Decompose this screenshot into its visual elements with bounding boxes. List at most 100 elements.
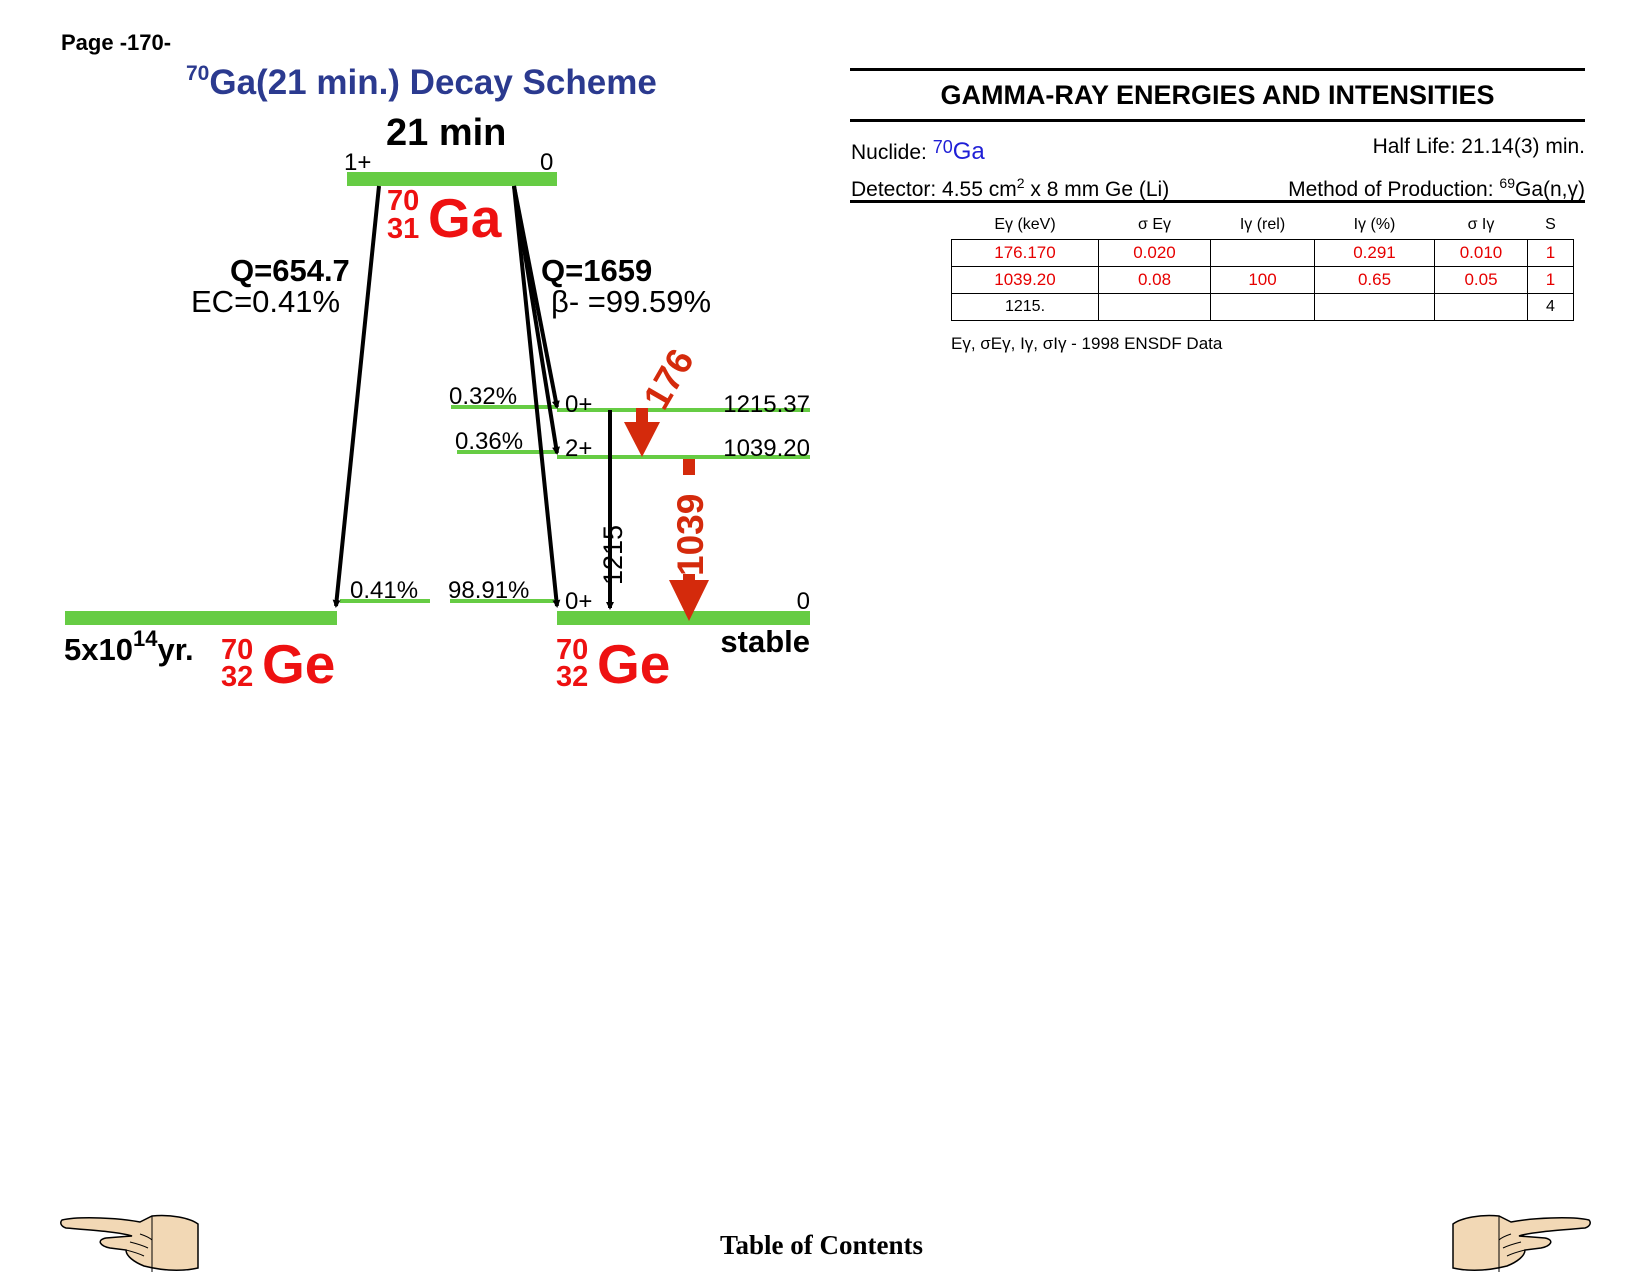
beta-daughter-mass-number: 70: [556, 634, 588, 666]
decay-scheme-title: 70Ga(21 min.) Decay Scheme: [186, 62, 657, 103]
decay-scheme-diagram: 1215 176 1039 21 min 1+ 0 70 31 Ga Q=654…: [64, 112, 810, 695]
table-cell: [1210, 293, 1315, 321]
pointing-hand-right-icon: [1452, 1214, 1591, 1272]
gamma-label-1215: 1215: [598, 525, 628, 585]
nuclide-symbol: Ga: [952, 138, 985, 165]
column-header-s: S: [1545, 216, 1556, 233]
table-cell: 1: [1527, 239, 1574, 267]
nuclide-field: Nuclide: 70Ga: [851, 132, 985, 168]
level-spin-1215: 0+: [565, 391, 592, 418]
pointing-hand-left-icon: [60, 1214, 199, 1272]
parent-symbol: Ga: [428, 187, 502, 249]
parent-level-line: [347, 172, 557, 186]
level-energy-ground: 0: [797, 588, 810, 615]
ec-daughter-level-line: [65, 611, 337, 625]
nuclide-mass: 70: [932, 137, 953, 157]
level-feed-1215: 0.32%: [449, 383, 517, 410]
next-page-button[interactable]: [1449, 1212, 1591, 1279]
level-feed-ground: 98.91%: [448, 577, 529, 604]
previous-page-button[interactable]: [60, 1212, 202, 1279]
ec-daughter-half-life-base: 5x10: [64, 632, 133, 667]
gamma-arrow-1039-shaft-lower: [683, 574, 695, 584]
nuclide-label: Nuclide:: [851, 141, 933, 164]
gamma-table: Eγ (keV) σ Eγ Iγ (rel) Iγ (%) σ Iγ S 176…: [951, 211, 1574, 321]
ec-daughter-mass-number: 70: [221, 634, 253, 666]
table-cell: 1: [1527, 266, 1574, 294]
ec-daughter-half-life-exp: 14: [133, 626, 158, 651]
production-suffix: Ga(n,γ): [1514, 178, 1585, 201]
column-header-energy: Eγ (keV): [994, 216, 1056, 233]
table-cell: 0.05: [1434, 266, 1528, 294]
info-divider: [850, 200, 1585, 203]
ground-level-line: [557, 611, 810, 625]
parent-energy: 0: [540, 149, 553, 176]
beta-q-value: Q=1659: [541, 253, 652, 288]
beta-branch-label: β- =99.59%: [551, 284, 711, 319]
level-energy-1215: 1215.37: [723, 391, 810, 418]
table-row: 1215. 4: [951, 293, 1574, 321]
table-source-note: Eγ, σEγ, Iγ, σIγ - 1998 ENSDF Data: [951, 334, 1223, 353]
ec-branch-label: EC=0.41%: [191, 284, 340, 319]
table-cell: 1039.20: [951, 266, 1099, 294]
column-header-abs-intensity: Iγ (%): [1353, 216, 1396, 233]
level-spin-ground: 0+: [565, 588, 592, 615]
beta-branch-line-1039: [512, 185, 560, 455]
table-row: 176.170 0.020 0.291 0.010 1: [951, 239, 1574, 267]
table-cell: 176.170: [951, 239, 1099, 267]
title-mass-number: 70: [186, 62, 210, 85]
nuclide-info-row-1: Nuclide: 70Ga Half Life: 21.14(3) min.: [851, 132, 1585, 168]
ec-daughter-atomic-number: 32: [221, 661, 253, 693]
beta-branch-line-ground: [512, 185, 561, 608]
table-cell: [1210, 239, 1315, 267]
ec-q-value: Q=654.7: [230, 253, 350, 288]
level-spin-1039: 2+: [565, 435, 592, 462]
column-header-rel-intensity: Iγ (rel): [1239, 216, 1286, 233]
level-energy-1039: 1039.20: [723, 435, 810, 462]
ec-daughter-symbol: Ge: [262, 633, 335, 695]
half-life-field: Half Life: 21.14(3) min.: [1372, 135, 1585, 158]
ec-daughter-half-life-unit: yr.: [157, 632, 193, 667]
detector-sup: 2: [1016, 175, 1025, 191]
gamma-arrow-1039-head: [669, 580, 709, 621]
production-field: Method of Production: 69Ga(n,γ): [1288, 168, 1585, 205]
column-header-energy-error: σ Eγ: [1138, 216, 1171, 233]
ec-ground-feed: 0.41%: [350, 577, 418, 604]
level-feed-1039: 0.36%: [455, 428, 523, 455]
parent-mass-number: 70: [387, 185, 419, 217]
parent-half-life: 21 min: [386, 112, 506, 154]
gamma-arrow-1039-shaft: [683, 459, 695, 475]
table-cell: 0.020: [1098, 239, 1211, 267]
beta-daughter-atomic-number: 32: [556, 661, 588, 693]
gamma-label-176: 176: [635, 342, 701, 416]
beta-daughter-symbol: Ge: [597, 633, 670, 695]
table-cell: 100: [1210, 266, 1315, 294]
detector-field: Detector: 4.55 cm2 x 8 mm Ge (Li): [851, 168, 1169, 205]
table-cell: [1098, 293, 1211, 321]
gamma-arrow-176-shaft: [636, 408, 648, 424]
table-cell: 4: [1527, 293, 1574, 321]
beta-daughter-stability: stable: [720, 624, 810, 659]
table-cell: [1434, 293, 1528, 321]
table-cell: 0.65: [1314, 266, 1435, 294]
production-prefix: Method of Production:: [1288, 178, 1500, 201]
ec-daughter-half-life: 5x1014yr.: [64, 626, 194, 667]
table-of-contents-link[interactable]: Table of Contents: [720, 1230, 924, 1260]
ec-branch-line: [332, 185, 381, 608]
gamma-table-header: GAMMA-RAY ENERGIES AND INTENSITIES: [850, 68, 1585, 122]
production-sup: 69: [1499, 175, 1515, 191]
page-number: Page -170-: [61, 30, 172, 55]
column-header-intensity-error: σ Iγ: [1467, 216, 1495, 233]
title-text: Ga(21 min.) Decay Scheme: [209, 63, 657, 102]
table-cell: [1314, 293, 1435, 321]
detector-prefix: Detector: 4.55 cm: [851, 178, 1017, 201]
table-cell: 0.08: [1098, 266, 1211, 294]
parent-spin: 1+: [344, 149, 371, 176]
table-row: 1039.20 0.08 100 0.65 0.05 1: [951, 266, 1574, 294]
gamma-table-header-row: Eγ (keV) σ Eγ Iγ (rel) Iγ (%) σ Iγ S: [952, 211, 1574, 240]
nuclide-info-row-2: Detector: 4.55 cm2 x 8 mm Ge (Li) Method…: [851, 168, 1585, 205]
table-cell: 0.010: [1434, 239, 1528, 267]
gamma-label-1039: 1039: [670, 494, 711, 576]
nuclide-info: Nuclide: 70Ga Half Life: 21.14(3) min. D…: [851, 132, 1585, 205]
detector-suffix: x 8 mm Ge (Li): [1024, 178, 1170, 201]
gamma-arrow-176-head: [624, 422, 660, 457]
